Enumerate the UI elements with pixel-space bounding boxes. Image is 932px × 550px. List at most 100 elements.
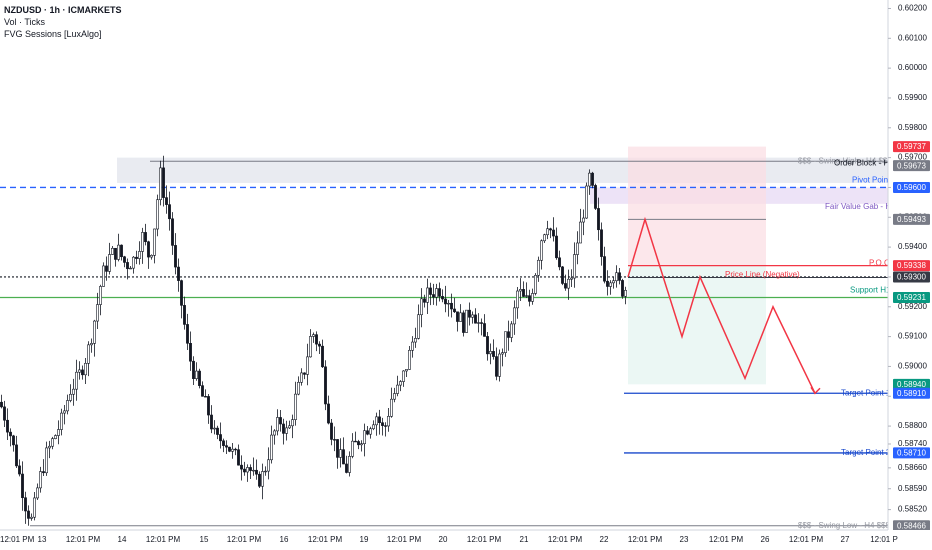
candle-bear [438,288,441,297]
candle-bull [543,234,546,242]
price-tag-label: 0.59493 [897,215,926,224]
candle-bear [330,422,333,440]
candle-bear [180,280,183,306]
candle-bull [375,416,378,426]
candle-bear [24,497,27,512]
candle-bull [129,267,132,270]
price-tick-label: 0.58590 [898,484,927,493]
candle-bull [45,447,48,474]
poc-annotation: P.O.C [869,259,890,268]
candle-bull [108,254,111,272]
candle-bull [516,290,519,309]
candle-bear [324,366,327,405]
candle-bear [3,406,6,421]
candle-bear [474,314,477,324]
candle-bull [519,289,522,292]
time-tick-label: 22 [600,535,609,544]
candle-bull [66,400,69,412]
candle-bull [300,372,303,383]
fvg-annotation: Fair Value Gab - H1 [825,202,896,211]
candle-bear [357,441,360,446]
volume-indicator-label[interactable]: Vol · Ticks [4,17,46,27]
price-tag [893,141,930,153]
candle-bear [345,463,348,473]
candle-bear [381,422,384,426]
candle-bear [171,218,174,246]
candle-bear [303,372,306,375]
time-tick-label: 12:01 PM [227,535,262,544]
candle-bull [291,419,294,427]
price-tag-label: 0.59737 [897,142,926,151]
candle-bull [609,282,612,287]
order-block-annotation: Order Block - H1 [834,159,894,168]
candle-bull [306,356,309,375]
candle-bull [231,448,234,452]
candle-bull [567,278,570,289]
fvg-indicator-label[interactable]: FVG Sessions [LuxAlgo] [4,29,102,39]
candle-bull [402,370,405,382]
candle-bull [351,440,354,457]
candle-bull [90,343,93,346]
symbol-title[interactable]: NZDUSD · 1h · ICMARKETS [4,5,122,15]
time-axis[interactable] [0,530,932,550]
candle-bear [6,419,9,433]
candle-bear [492,351,495,357]
price-tag [893,378,930,390]
candle-bull [195,370,198,379]
candle-bear [429,287,432,295]
candle-bear [219,434,222,442]
candle-bear [507,331,510,338]
price-tick-label: 0.59400 [898,242,927,251]
candle-bull [30,516,33,519]
candle-bear [549,228,552,231]
time-tick-label: 12:01 PM [387,535,422,544]
time-tick-label: 23 [680,535,689,544]
candle-bear [18,465,21,475]
candle-bear [591,172,594,186]
candle-bear [462,312,465,333]
candle-bull [309,336,312,358]
price-tick-label: 0.59900 [898,93,927,102]
candle-bull [489,351,492,355]
candle-bull [624,290,627,297]
candle-bear [123,256,126,263]
candle-bull [264,470,267,473]
take-profit-zone [628,265,766,385]
price-tick-label: 0.60200 [898,4,927,13]
candle-bull [39,471,42,489]
time-tick-label: 14 [118,535,127,544]
candle-bear [315,334,318,345]
candle-bull [72,388,75,395]
projection-path [627,216,816,394]
price-tag-label: 0.59673 [897,161,926,170]
time-tick-label: 12:01 PM [0,535,35,544]
candle-bear [222,440,225,446]
candle-bull [294,393,297,420]
time-tick-label: 27 [841,535,850,544]
price-tick-label: 0.58660 [898,463,927,472]
price-tag-label: 0.58940 [897,380,926,389]
candle-bear [378,416,381,424]
candle-bear [162,167,165,198]
price-tag-label: 0.58910 [897,389,926,398]
candle-bear [27,510,30,519]
candle-bull [297,381,300,395]
time-tick-label: 12:01 PM [308,535,343,544]
time-tick-label: 12:01 PM [628,535,663,544]
candle-bear [279,417,282,425]
candle-bear [12,435,15,446]
candle-bear [495,356,498,377]
candle-bull [537,259,540,276]
candle-bull [270,434,273,461]
price-tick-label: 0.60100 [898,33,927,42]
candle-bull [525,295,528,297]
candle-bull [132,256,135,269]
candle-bear [600,229,603,257]
candle-bull [576,242,579,255]
candle-bull [276,417,279,432]
price-tag [893,260,930,272]
candle-bear [9,431,12,437]
candle-bear [621,280,624,297]
price-tick-label: 0.59800 [898,123,927,132]
